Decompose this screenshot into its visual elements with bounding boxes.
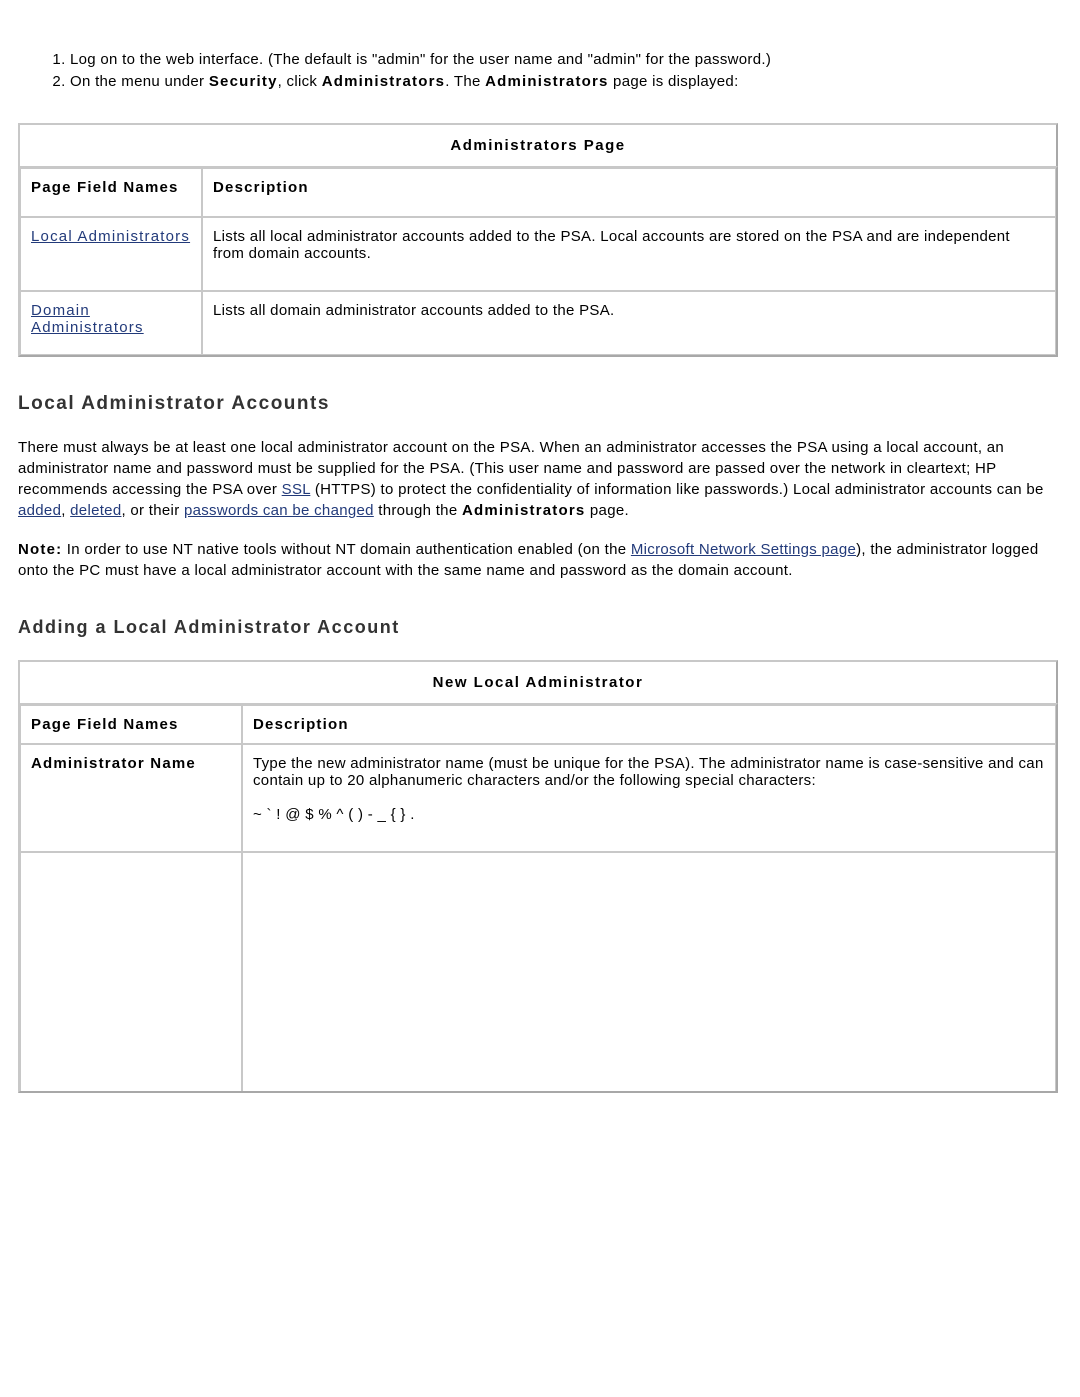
- steps-list: Log on to the web interface. (The defaul…: [48, 50, 1062, 93]
- administrators-page-table: Administrators Page Page Field Names Des…: [18, 123, 1058, 357]
- table1-header-desc: Description: [202, 168, 1056, 217]
- step-2-g: page is displayed:: [609, 73, 739, 90]
- table2-caption: New Local Administrator: [18, 660, 1058, 703]
- table1-row1-desc: Lists all local administrator accounts a…: [202, 217, 1056, 291]
- section1-paragraph2: Note: In order to use NT native tools wi…: [18, 539, 1062, 581]
- passwords-changed-link[interactable]: passwords can be changed: [184, 502, 374, 519]
- table2-row1-name: Administrator Name: [20, 744, 242, 852]
- row1-desc-b: ~ ` ! @ $ % ^ ( ) - _ { } .: [253, 806, 415, 823]
- step-2-security: Security: [209, 73, 278, 90]
- ssl-link[interactable]: SSL: [282, 481, 311, 498]
- local-administrators-link[interactable]: Local Administrators: [31, 228, 190, 245]
- table1-row2-name: Domain Administrators: [20, 291, 202, 355]
- note-label: Note:: [18, 541, 62, 558]
- p1-c: ,: [61, 502, 70, 519]
- document-page: Log on to the web interface. (The defaul…: [0, 0, 1080, 1163]
- step-2-c: , click: [278, 73, 322, 90]
- table1-row2-desc: Lists all domain administrator accounts …: [202, 291, 1056, 355]
- step-2-e: . The: [445, 73, 485, 90]
- step-1: Log on to the web interface. (The defaul…: [70, 50, 1062, 70]
- table2-header-field: Page Field Names: [20, 705, 242, 744]
- table1-row1-name: Local Administrators: [20, 217, 202, 291]
- table2-row2-desc: [242, 852, 1056, 1091]
- row1-desc-a: Type the new administrator name (must be…: [253, 755, 1044, 789]
- section1-paragraph1: There must always be at least one local …: [18, 437, 1062, 521]
- p1-admins-bold: Administrators: [462, 502, 586, 519]
- msnetwork-settings-link[interactable]: Microsoft Network Settings page: [631, 541, 856, 558]
- adding-local-admin-heading: Adding a Local Administrator Account: [18, 617, 1062, 638]
- administrator-name-label: Administrator Name: [31, 755, 196, 772]
- domain-administrators-link[interactable]: Domain Administrators: [31, 302, 144, 336]
- step-1-text: Log on to the web interface. (The defaul…: [70, 51, 771, 68]
- step-2-admins2: Administrators: [485, 73, 609, 90]
- table1-caption: Administrators Page: [18, 123, 1058, 166]
- table2-row2-name: [20, 852, 242, 1091]
- p2-a: In order to use NT native tools without …: [62, 541, 631, 558]
- step-2: On the menu under Security, click Admini…: [70, 72, 1062, 92]
- p1-b: (HTTPS) to protect the confidentiality o…: [310, 481, 1043, 498]
- p1-f: page.: [585, 502, 629, 519]
- step-2-a: On the menu under: [70, 73, 209, 90]
- step-2-administrators: Administrators: [322, 73, 446, 90]
- new-local-admin-table: New Local Administrator Page Field Names…: [18, 660, 1058, 1093]
- p1-e: through the: [374, 502, 462, 519]
- added-link[interactable]: added: [18, 502, 61, 519]
- table2-header-desc: Description: [242, 705, 1056, 744]
- table2-row1-desc: Type the new administrator name (must be…: [242, 744, 1056, 852]
- deleted-link[interactable]: deleted: [70, 502, 121, 519]
- table1-header-field: Page Field Names: [20, 168, 202, 217]
- p1-d: , or their: [121, 502, 184, 519]
- local-admin-accounts-heading: Local Administrator Accounts: [18, 393, 1062, 415]
